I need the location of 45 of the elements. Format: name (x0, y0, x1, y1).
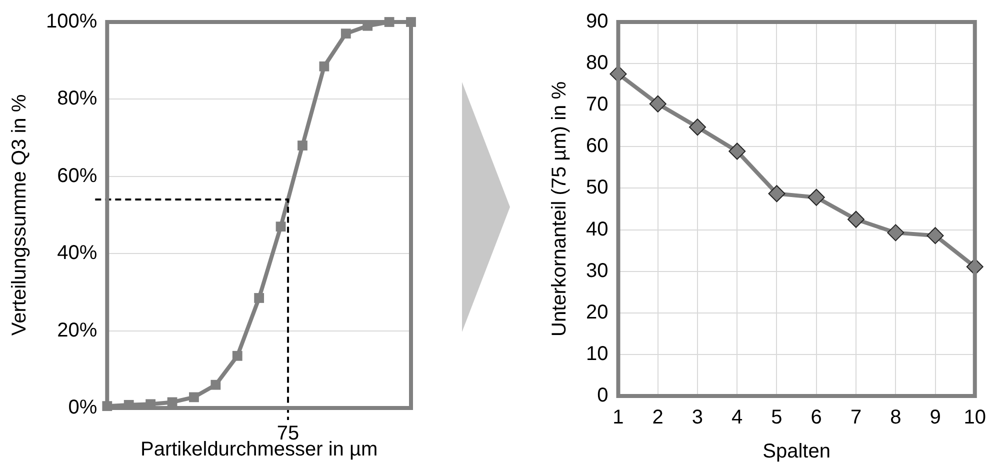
y-tick-label: 60% (57, 164, 98, 187)
x-axis-title: Spalten (762, 440, 830, 463)
x-tick-label: 1 (612, 406, 624, 429)
y-tick-label: 80% (57, 88, 98, 110)
x-tick-label: 2 (652, 406, 664, 429)
x-tick-label: 7 (850, 406, 862, 429)
point (298, 140, 308, 150)
x-tick-label: 10 (964, 406, 986, 429)
point (210, 380, 221, 390)
x-tick-label: 5 (771, 406, 782, 429)
y-tick-label: 20 (586, 301, 608, 324)
point (276, 222, 286, 232)
y-tick-label: 0 (597, 384, 608, 407)
point (232, 350, 242, 361)
y-tick-label: 40 (586, 218, 608, 240)
x-tick-label: 4 (732, 406, 743, 429)
point (768, 185, 786, 202)
y-axis-title: Verteilungssumme Q3 in % (8, 94, 31, 336)
point (728, 142, 746, 160)
y-tick-label: 10 (586, 342, 608, 365)
x-tick-label: 8 (890, 406, 902, 429)
point (887, 224, 904, 242)
y-tick-label: 100% (46, 10, 98, 33)
x-tick-label: 3 (692, 406, 704, 429)
point (926, 227, 944, 244)
x-tick-label: 9 (930, 406, 941, 429)
y-tick-label: 80 (586, 52, 608, 74)
point (649, 95, 666, 112)
x-tick-label: 6 (810, 406, 822, 429)
y-axis-title: Unterkornanteil (75 µm) in % (548, 81, 571, 336)
point (689, 118, 706, 136)
point (319, 61, 330, 72)
y-tick-label: 50 (586, 176, 608, 199)
y-tick-label: 70 (586, 94, 608, 116)
point (808, 188, 825, 206)
y-tick-label: 90 (586, 10, 608, 33)
point (848, 210, 864, 228)
y-tick-label: 0% (68, 396, 98, 419)
y-tick-label: 60 (586, 135, 608, 158)
point (254, 293, 264, 303)
y-tick-label: 30 (586, 260, 608, 282)
y-tick-label: 40% (57, 242, 98, 264)
point (340, 28, 351, 39)
y-tick-label: 20% (57, 319, 98, 342)
point (189, 392, 199, 402)
